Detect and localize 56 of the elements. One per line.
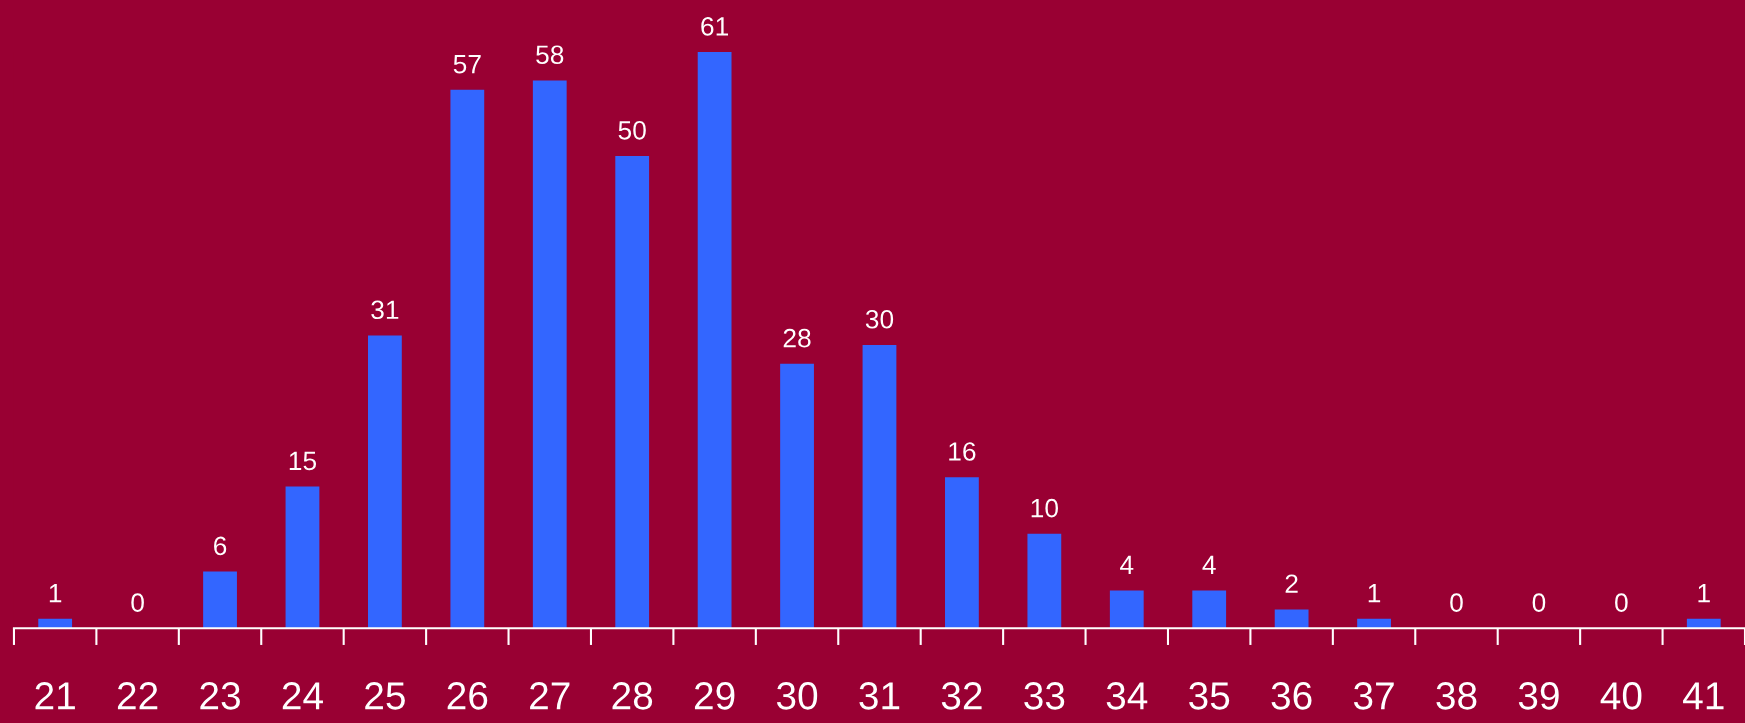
- x-tick-label: 41: [1683, 682, 1724, 710]
- bar: [368, 335, 402, 629]
- x-tick-label: 37: [1353, 682, 1394, 710]
- x-tick-label: 26: [447, 682, 488, 710]
- x-tick-label: 38: [1436, 682, 1477, 710]
- x-tick-label: 35: [1189, 682, 1230, 710]
- data-label: 0: [1615, 593, 1628, 612]
- x-tick-label: 36: [1271, 682, 1312, 710]
- data-label: 6: [214, 536, 227, 556]
- x-tick-label: 28: [612, 682, 653, 710]
- data-label: 50: [618, 120, 646, 140]
- bar: [532, 80, 567, 629]
- data-label: 4: [1120, 555, 1134, 574]
- data-label: 31: [371, 300, 399, 320]
- data-label: 10: [1031, 498, 1058, 518]
- data-label: 58: [536, 45, 564, 65]
- data-label: 15: [289, 451, 317, 471]
- bar: [1109, 590, 1144, 629]
- x-tick-label: 31: [859, 682, 900, 710]
- data-label: 2: [1285, 574, 1298, 593]
- bar: [697, 52, 732, 629]
- x-tick-label: 40: [1600, 682, 1642, 710]
- x-tick-label: 33: [1024, 682, 1065, 710]
- x-tick-label: 30: [776, 682, 818, 710]
- bar: [1192, 590, 1227, 629]
- data-label: 28: [783, 328, 811, 348]
- data-label: 0: [1532, 593, 1546, 612]
- bar: [1274, 609, 1309, 629]
- data-label: 61: [701, 17, 729, 36]
- bar: [1027, 533, 1062, 629]
- x-tick-label: 23: [200, 682, 240, 710]
- x-tick-label: 34: [1106, 682, 1148, 710]
- data-label: 4: [1202, 555, 1216, 574]
- data-label: 30: [865, 309, 894, 329]
- bar: [285, 486, 320, 629]
- data-label: 57: [453, 55, 481, 74]
- x-tick-label: 32: [941, 682, 982, 710]
- bar: [780, 363, 814, 629]
- bar: [615, 155, 650, 629]
- data-label: 0: [1450, 593, 1463, 612]
- x-tick-label: 22: [117, 682, 158, 710]
- data-label: 16: [949, 442, 976, 461]
- data-label: 1: [1368, 584, 1381, 603]
- x-tick-label: 24: [282, 682, 323, 710]
- bar: [450, 89, 485, 629]
- bar: [862, 344, 897, 629]
- data-label: 1: [49, 584, 62, 603]
- x-tick-label: 21: [35, 682, 75, 710]
- bar: [945, 477, 979, 629]
- x-tick-label: 39: [1518, 682, 1559, 710]
- x-tick-label: 29: [694, 682, 735, 710]
- x-tick-label: 27: [530, 682, 570, 710]
- bar: [203, 571, 237, 629]
- data-label: 1: [1698, 584, 1710, 603]
- data-label: 0: [131, 593, 144, 612]
- x-tick-label: 25: [365, 682, 405, 710]
